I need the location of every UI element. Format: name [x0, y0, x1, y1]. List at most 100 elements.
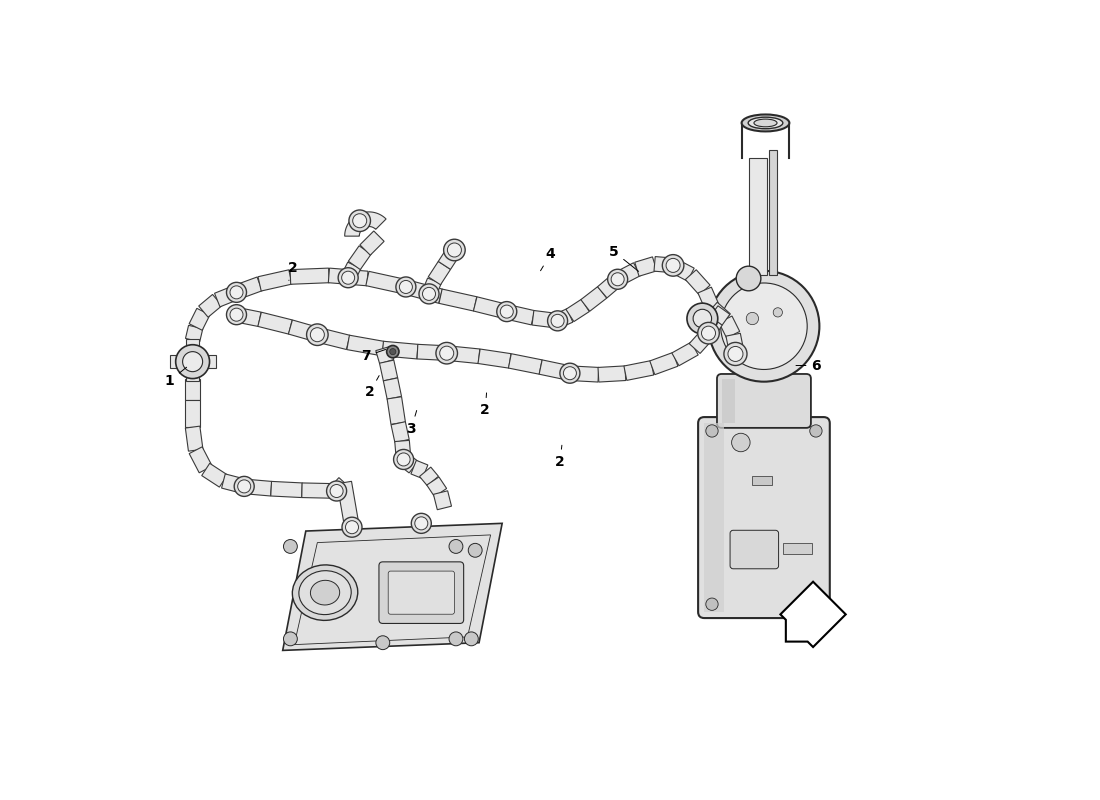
Polygon shape [366, 271, 407, 294]
Polygon shape [283, 523, 502, 650]
Circle shape [500, 305, 514, 318]
Polygon shape [581, 286, 607, 311]
Polygon shape [316, 328, 350, 350]
Polygon shape [360, 231, 384, 255]
Polygon shape [650, 353, 678, 374]
Circle shape [415, 517, 428, 530]
Circle shape [327, 481, 346, 501]
Polygon shape [433, 490, 451, 510]
Circle shape [810, 598, 822, 610]
Circle shape [464, 632, 478, 646]
Text: 4: 4 [540, 247, 556, 270]
Circle shape [396, 277, 416, 297]
Polygon shape [186, 326, 202, 342]
Circle shape [353, 214, 366, 228]
Polygon shape [597, 274, 623, 298]
Polygon shape [726, 334, 745, 355]
Circle shape [560, 363, 580, 383]
Circle shape [227, 282, 246, 302]
Polygon shape [539, 360, 571, 380]
Polygon shape [654, 257, 673, 273]
Polygon shape [427, 477, 447, 497]
Circle shape [667, 258, 680, 273]
Circle shape [607, 270, 628, 290]
Polygon shape [337, 482, 360, 529]
Circle shape [284, 539, 297, 554]
Circle shape [307, 324, 328, 346]
Circle shape [449, 632, 463, 646]
Polygon shape [478, 349, 510, 368]
Polygon shape [169, 355, 216, 368]
Ellipse shape [299, 570, 351, 614]
Circle shape [563, 366, 576, 380]
Polygon shape [382, 342, 418, 359]
Circle shape [810, 425, 822, 437]
Circle shape [720, 283, 807, 370]
Circle shape [310, 328, 324, 342]
Circle shape [436, 342, 458, 364]
Polygon shape [376, 346, 394, 364]
Polygon shape [404, 280, 442, 303]
Circle shape [176, 345, 209, 378]
Text: 2: 2 [288, 261, 298, 281]
FancyBboxPatch shape [698, 417, 829, 618]
Circle shape [746, 312, 759, 325]
Ellipse shape [310, 580, 340, 605]
Polygon shape [685, 270, 711, 295]
Polygon shape [419, 467, 439, 486]
Polygon shape [698, 287, 719, 310]
Circle shape [469, 543, 482, 558]
Polygon shape [379, 360, 397, 381]
Text: 3: 3 [407, 410, 417, 436]
Circle shape [238, 480, 251, 493]
Polygon shape [344, 212, 386, 236]
Polygon shape [702, 317, 723, 337]
Circle shape [422, 287, 436, 300]
Polygon shape [342, 262, 361, 281]
Circle shape [708, 270, 820, 382]
Text: 2: 2 [365, 376, 380, 399]
Polygon shape [301, 483, 337, 498]
Polygon shape [508, 354, 542, 374]
Polygon shape [422, 278, 441, 297]
Polygon shape [235, 307, 261, 326]
Polygon shape [221, 474, 246, 494]
Polygon shape [439, 289, 476, 311]
Polygon shape [290, 268, 329, 284]
Circle shape [342, 517, 362, 538]
Polygon shape [670, 259, 694, 281]
Polygon shape [690, 328, 714, 354]
Circle shape [706, 598, 718, 610]
Circle shape [387, 346, 399, 358]
Circle shape [394, 450, 414, 470]
Polygon shape [448, 346, 480, 363]
Circle shape [551, 314, 564, 327]
Polygon shape [411, 460, 428, 478]
Polygon shape [505, 305, 535, 325]
Text: 1: 1 [165, 367, 187, 388]
Text: 6: 6 [796, 358, 821, 373]
Polygon shape [214, 286, 239, 307]
Circle shape [338, 268, 359, 288]
Circle shape [448, 243, 461, 257]
Bar [752, 476, 772, 485]
Circle shape [397, 453, 410, 466]
Polygon shape [243, 479, 272, 496]
Ellipse shape [754, 119, 777, 127]
FancyBboxPatch shape [730, 530, 779, 569]
FancyBboxPatch shape [388, 571, 454, 614]
Polygon shape [473, 297, 508, 318]
Polygon shape [565, 299, 590, 322]
Ellipse shape [293, 565, 358, 620]
Circle shape [706, 425, 718, 437]
Polygon shape [769, 150, 777, 274]
Polygon shape [614, 262, 640, 286]
Polygon shape [704, 423, 724, 612]
FancyBboxPatch shape [378, 562, 464, 623]
Polygon shape [199, 294, 222, 318]
Text: 2: 2 [556, 446, 564, 469]
Polygon shape [234, 277, 262, 299]
Circle shape [284, 632, 297, 646]
Polygon shape [707, 302, 730, 325]
Polygon shape [392, 422, 409, 442]
